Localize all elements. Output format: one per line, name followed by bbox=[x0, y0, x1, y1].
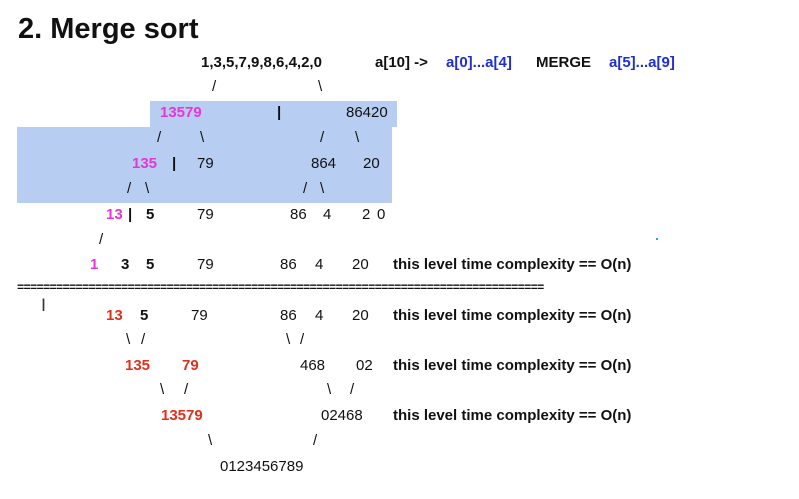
stray-dot bbox=[656, 238, 658, 240]
split-node: 4 bbox=[323, 206, 332, 223]
separator-line: ========================================… bbox=[17, 281, 544, 295]
branch-line: \ bbox=[160, 381, 165, 398]
branch-line: \ bbox=[320, 180, 325, 197]
input-array: 1,3,5,7,9,8,6,4,2,0 bbox=[201, 54, 322, 71]
branch-line: \ bbox=[208, 432, 213, 449]
merge-node: 468 bbox=[300, 357, 326, 374]
left-range: a[0]...a[4] bbox=[446, 54, 512, 71]
branch-line: / bbox=[157, 129, 162, 146]
split-node: 86 bbox=[290, 206, 307, 223]
split-node: 79 bbox=[197, 206, 214, 223]
merge-node: 20 bbox=[352, 307, 369, 324]
branch-line: / bbox=[141, 331, 146, 348]
merge-node: 02468 bbox=[321, 407, 363, 424]
branch-line: / bbox=[127, 180, 132, 197]
split-node: 79 bbox=[197, 256, 214, 273]
merge-node: 86 bbox=[280, 307, 297, 324]
branch-line: / bbox=[350, 381, 355, 398]
split-node: 135 bbox=[132, 155, 158, 172]
branch-line: \ bbox=[145, 180, 150, 197]
merge-node: 13579 bbox=[161, 407, 203, 424]
split-node: 0 bbox=[377, 206, 386, 223]
branch-line: / bbox=[320, 129, 325, 146]
branch-line: / bbox=[300, 331, 305, 348]
split-node: 3 bbox=[121, 256, 130, 273]
merge-word: MERGE bbox=[536, 54, 592, 71]
complexity-label: this level time complexity == O(n) bbox=[393, 307, 632, 324]
merge-node: 13 bbox=[106, 307, 123, 324]
merge-node: 5 bbox=[140, 307, 149, 324]
split-node: 5 bbox=[146, 206, 155, 223]
right-range: a[5]...a[9] bbox=[609, 54, 675, 71]
branch-line: / bbox=[99, 231, 104, 248]
complexity-label: this level time complexity == O(n) bbox=[393, 407, 632, 424]
merge-node: 135 bbox=[125, 357, 151, 374]
page-title: 2. Merge sort bbox=[18, 13, 199, 45]
split-node: 1 bbox=[90, 256, 99, 273]
split-node: 864 bbox=[311, 155, 337, 172]
split-node: 5 bbox=[146, 256, 155, 273]
complexity-label: this level time complexity == O(n) bbox=[393, 357, 632, 374]
split-bar: | bbox=[128, 206, 133, 223]
split-bar: | bbox=[172, 155, 177, 172]
branch-line: \ bbox=[327, 381, 332, 398]
branch-line: / bbox=[303, 180, 308, 197]
merge-node: 79 bbox=[182, 357, 199, 374]
split-node: 20 bbox=[352, 256, 369, 273]
branch-line: / bbox=[212, 78, 217, 95]
branch-line: \ bbox=[318, 78, 323, 95]
split-right-group: 86420 bbox=[346, 104, 388, 121]
split-node: 4 bbox=[315, 256, 324, 273]
branch-line: / bbox=[313, 432, 318, 449]
selection-highlight-bottom bbox=[17, 127, 392, 203]
split-node: 86 bbox=[280, 256, 297, 273]
branch-line: \ bbox=[200, 129, 205, 146]
split-bar: | bbox=[277, 104, 282, 121]
branch-line: \ bbox=[286, 331, 291, 348]
split-node: 20 bbox=[363, 155, 380, 172]
merge-node: 79 bbox=[191, 307, 208, 324]
split-left-group: 13579 bbox=[160, 104, 202, 121]
complexity-label: this level time complexity == O(n) bbox=[393, 256, 632, 273]
merge-node: 4 bbox=[315, 307, 324, 324]
selection-highlight-top bbox=[150, 101, 397, 127]
array-note-prefix: a[10] -> bbox=[375, 54, 428, 71]
merge-node: 02 bbox=[356, 357, 373, 374]
branch-line: \ bbox=[355, 129, 360, 146]
split-node: 79 bbox=[197, 155, 214, 172]
branch-line: \ bbox=[126, 331, 131, 348]
text-cursor-icon: I bbox=[41, 296, 47, 316]
branch-line: / bbox=[184, 381, 189, 398]
sorted-result: 0123456789 bbox=[220, 458, 304, 475]
split-node: 13 bbox=[106, 206, 123, 223]
split-node: 2 bbox=[362, 206, 371, 223]
